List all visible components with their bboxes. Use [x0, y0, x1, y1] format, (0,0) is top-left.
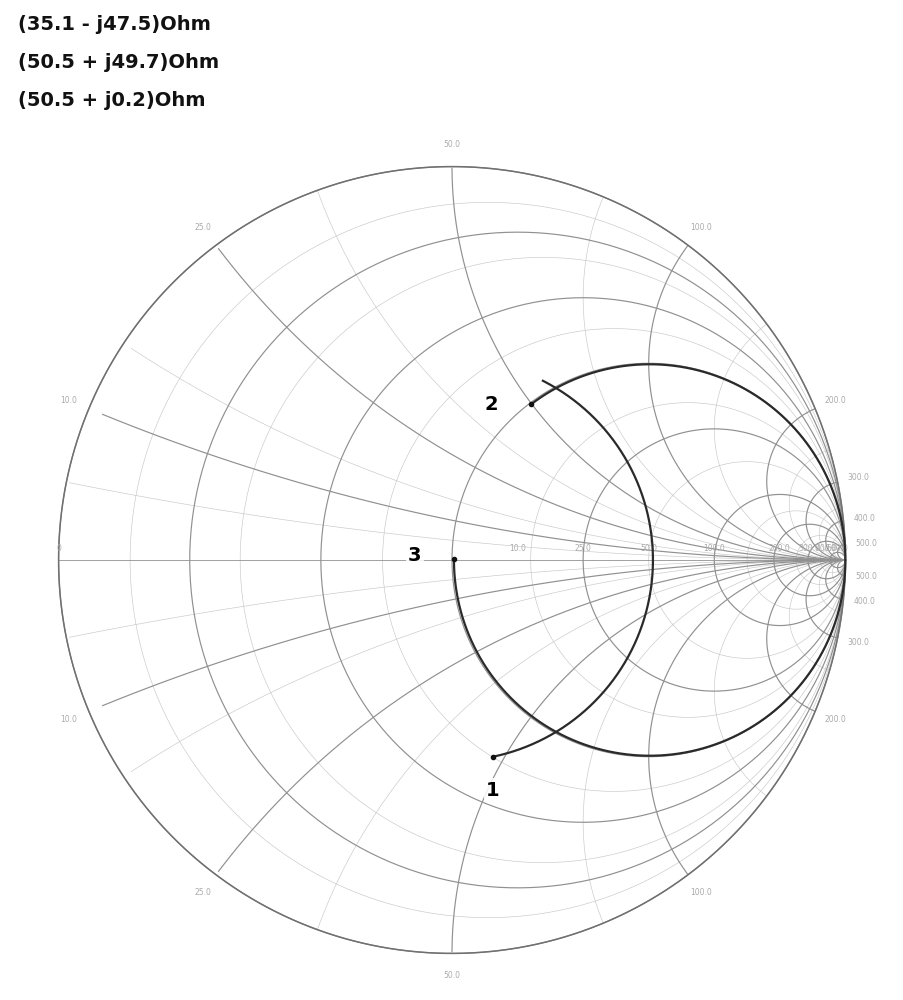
Text: 400.0: 400.0	[853, 514, 875, 523]
Text: 50.0: 50.0	[443, 971, 460, 980]
Text: 300.0: 300.0	[847, 638, 869, 647]
Text: 100.0: 100.0	[703, 544, 724, 553]
Text: 50.0: 50.0	[443, 140, 460, 149]
Text: 100.0: 100.0	[689, 888, 712, 897]
Text: 25.0: 25.0	[194, 223, 211, 232]
Text: 10.0: 10.0	[61, 715, 78, 724]
Text: 300.0: 300.0	[847, 473, 869, 482]
Text: 25.0: 25.0	[194, 888, 211, 897]
Text: 200.0: 200.0	[824, 396, 845, 405]
Text: 2: 2	[484, 395, 498, 414]
Text: 3: 3	[407, 546, 421, 565]
Text: 50.0: 50.0	[639, 544, 656, 553]
Text: 200.0: 200.0	[824, 715, 845, 724]
Text: 10.0: 10.0	[508, 544, 526, 553]
Text: 500.0: 500.0	[826, 544, 848, 553]
Text: 500.0: 500.0	[855, 539, 877, 548]
Text: (35.1 - j47.5)Ohm: (35.1 - j47.5)Ohm	[18, 15, 210, 34]
Text: 1: 1	[486, 781, 499, 800]
Text: 500.0: 500.0	[855, 572, 877, 581]
Text: 400.0: 400.0	[815, 544, 837, 553]
Text: 400.0: 400.0	[853, 597, 875, 606]
Text: (50.5 + j0.2)Ohm: (50.5 + j0.2)Ohm	[18, 91, 205, 110]
Text: (50.5 + j49.7)Ohm: (50.5 + j49.7)Ohm	[18, 53, 219, 72]
Text: 300.0: 300.0	[798, 544, 820, 553]
Text: 0: 0	[56, 544, 61, 553]
Text: 10.0: 10.0	[61, 396, 78, 405]
Text: 25.0: 25.0	[574, 544, 591, 553]
Text: 100.0: 100.0	[689, 223, 712, 232]
Text: 200.0: 200.0	[768, 544, 790, 553]
